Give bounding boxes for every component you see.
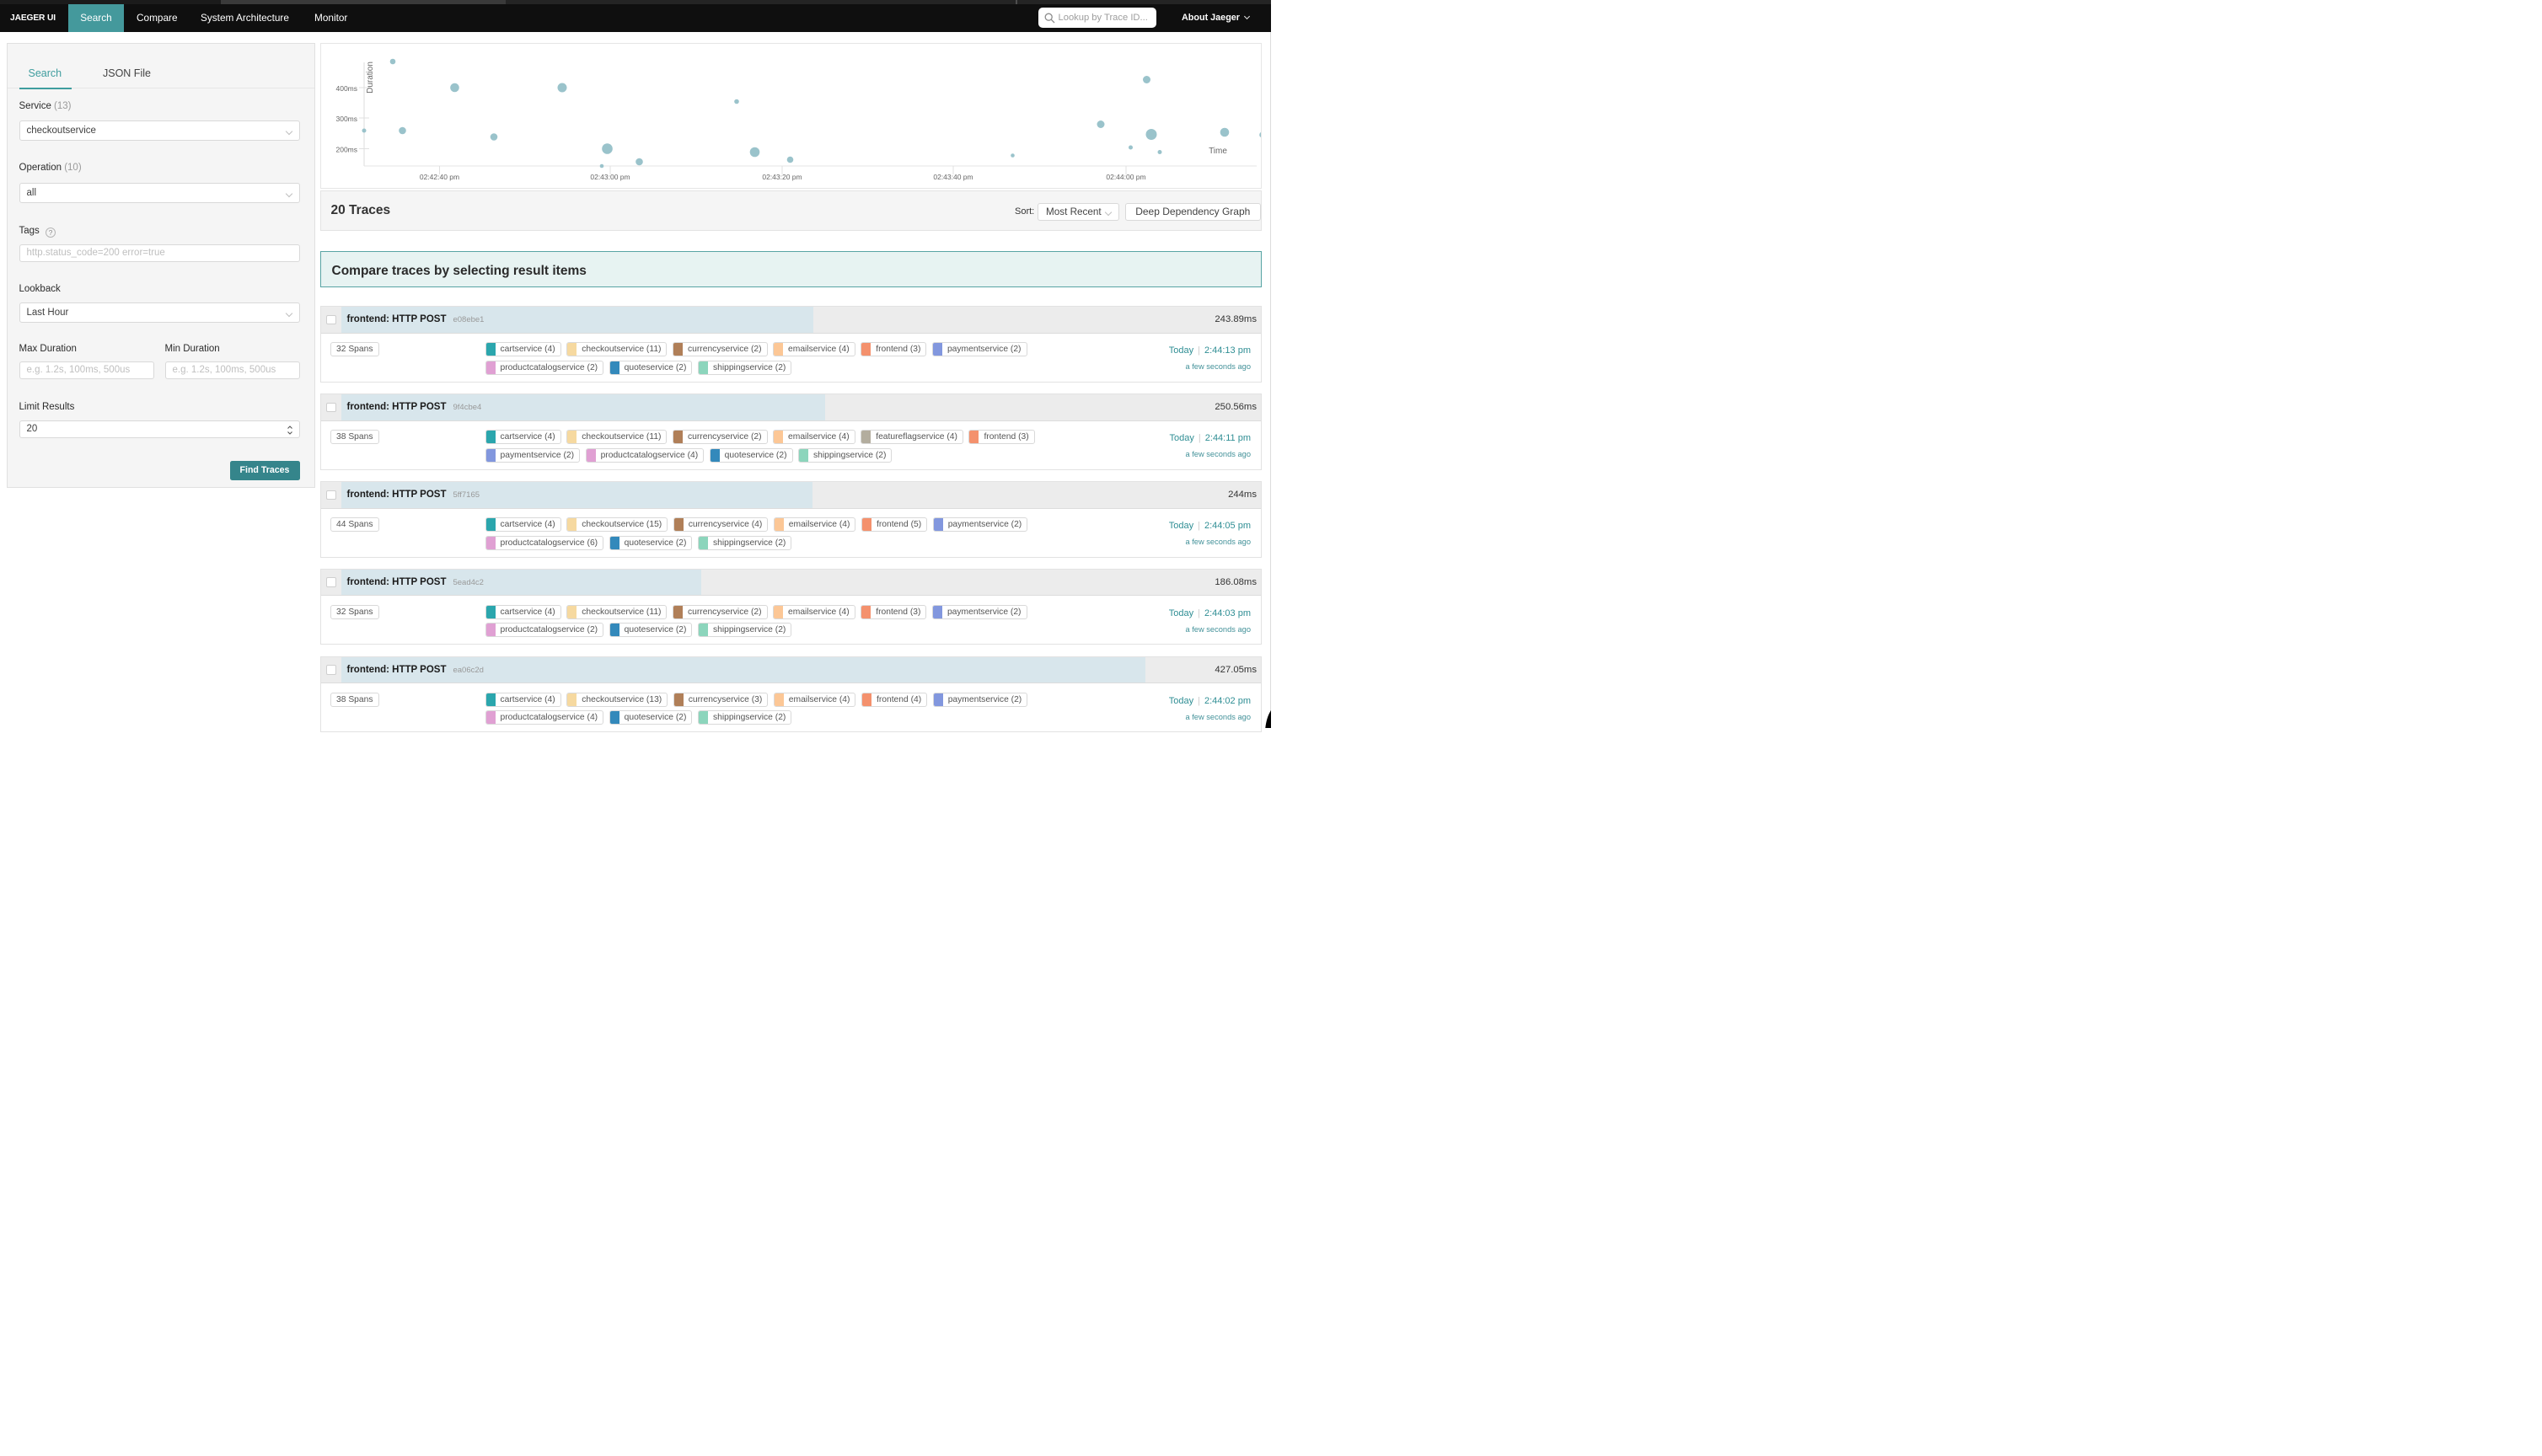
svg-text:02:43:20 pm: 02:43:20 pm (762, 173, 802, 181)
svg-text:Duration: Duration (366, 62, 375, 94)
svg-text:02:42:40 pm: 02:42:40 pm (419, 173, 459, 181)
svg-text:02:44:00 pm: 02:44:00 pm (1106, 173, 1145, 181)
svg-text:02:43:00 pm: 02:43:00 pm (590, 173, 630, 181)
svg-text:300ms: 300ms (335, 115, 357, 123)
svg-text:Time: Time (1209, 147, 1227, 156)
svg-text:400ms: 400ms (335, 84, 357, 93)
svg-text:02:43:40 pm: 02:43:40 pm (933, 173, 973, 181)
svg-text:200ms: 200ms (335, 145, 357, 153)
